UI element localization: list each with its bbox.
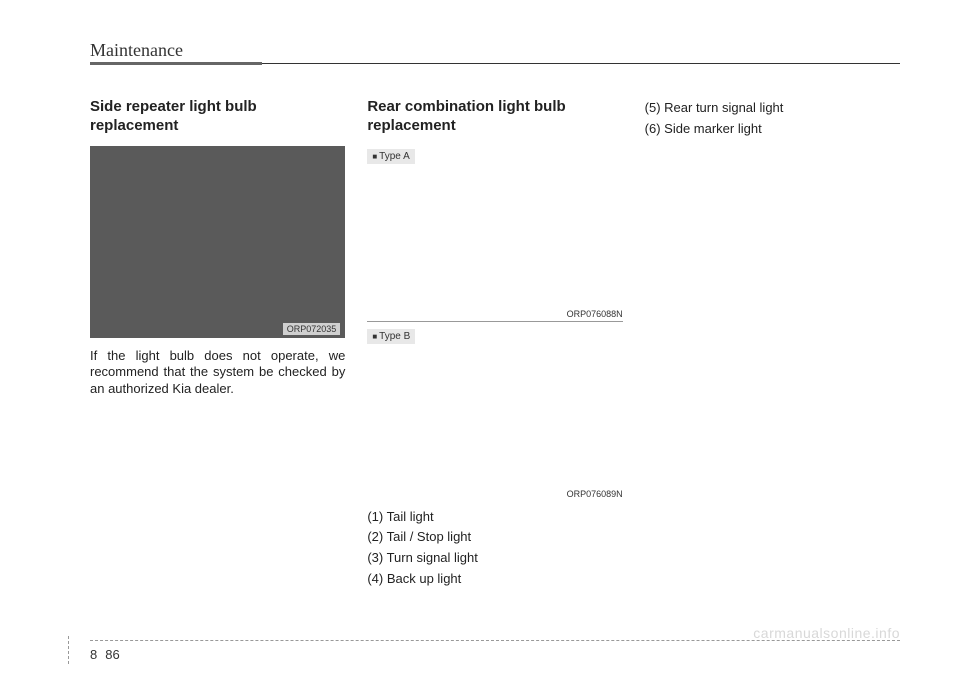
col1-image-caption: ORP072035	[283, 323, 341, 335]
header-thin-line	[262, 63, 900, 64]
watermark: carmanualsonline.info	[753, 625, 900, 641]
type-b-label: ■Type B	[367, 329, 415, 344]
col1-heading: Side repeater light bulb replacement	[90, 98, 345, 136]
footer-dashed-line	[90, 640, 900, 641]
col1-image: ORP072035	[90, 146, 345, 338]
type-b-text: Type B	[379, 331, 410, 342]
col2-heading: Rear combination light bulb replacement	[367, 98, 622, 136]
left-dash-marker	[68, 636, 69, 664]
type-a-divider	[367, 321, 622, 322]
type-b-image	[367, 346, 622, 491]
column-2: Rear combination light bulb replacement …	[367, 98, 622, 590]
section-title: Maintenance	[90, 40, 900, 63]
list-item: (1) Tail light	[367, 507, 622, 528]
col3-list: (5) Rear turn signal light (6) Side mark…	[645, 98, 900, 140]
col2-list: (1) Tail light (2) Tail / Stop light (3)…	[367, 507, 622, 590]
manual-page: Maintenance Side repeater light bulb rep…	[0, 0, 960, 689]
list-item: (3) Turn signal light	[367, 548, 622, 569]
page-section-number: 8 86	[90, 647, 120, 662]
section-num: 8	[90, 647, 97, 662]
type-a-image	[367, 166, 622, 311]
page-header: Maintenance	[90, 40, 900, 63]
type-b-section: ■Type B ORP076089N	[367, 326, 622, 499]
type-a-section: ■Type A ORP076088N	[367, 146, 622, 322]
list-item: (6) Side marker light	[645, 119, 900, 140]
type-a-label: ■Type A	[367, 149, 414, 164]
list-item: (4) Back up light	[367, 569, 622, 590]
col1-body: If the light bulb does not operate, we r…	[90, 348, 345, 399]
page-footer: 8 86	[90, 640, 900, 664]
type-a-text: Type A	[379, 151, 410, 162]
column-1: Side repeater light bulb replacement ORP…	[90, 98, 345, 590]
list-item: (5) Rear turn signal light	[645, 98, 900, 119]
content-columns: Side repeater light bulb replacement ORP…	[90, 98, 900, 590]
column-3: (5) Rear turn signal light (6) Side mark…	[645, 98, 900, 590]
list-item: (2) Tail / Stop light	[367, 527, 622, 548]
page-num: 86	[105, 647, 119, 662]
header-thick-underline	[90, 62, 262, 65]
